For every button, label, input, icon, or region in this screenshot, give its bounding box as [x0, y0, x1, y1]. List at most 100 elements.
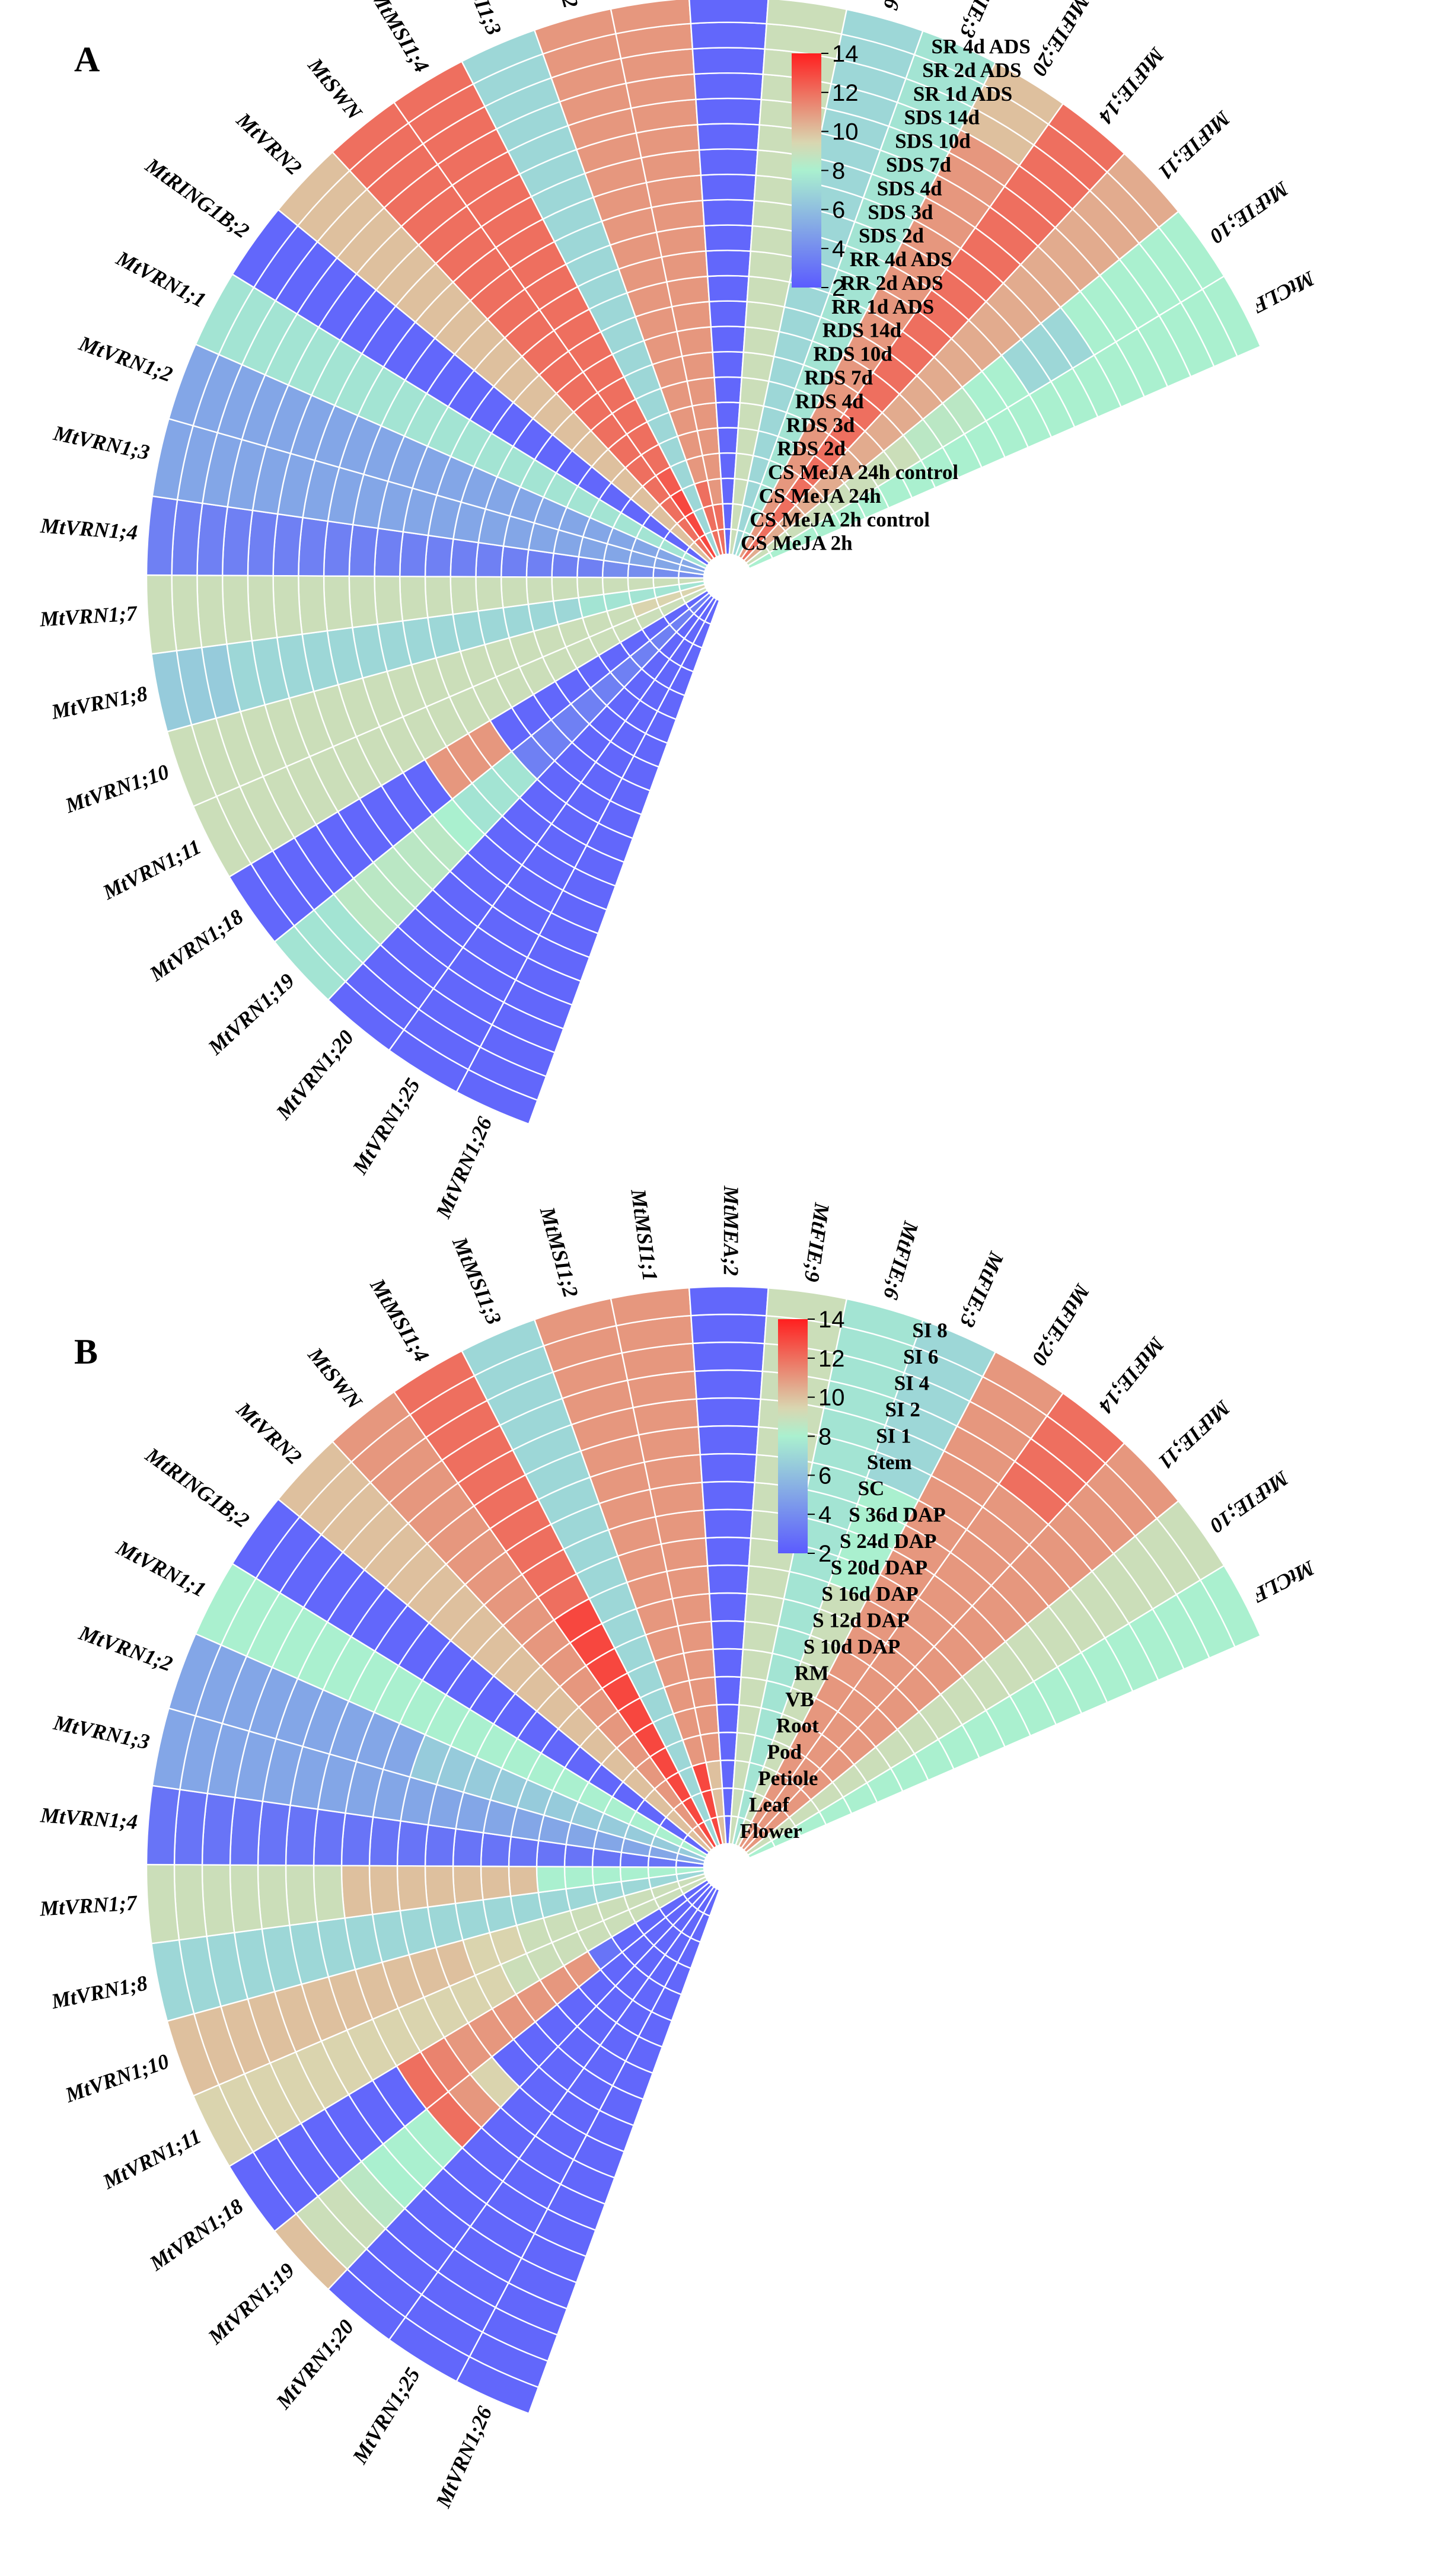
gene-label: MtVRN1;8	[49, 681, 149, 724]
heat-cell	[677, 1620, 714, 1654]
heat-cell	[525, 548, 554, 578]
heat-cell	[701, 1480, 755, 1511]
heat-cell	[709, 1592, 748, 1623]
heat-cell	[221, 574, 253, 645]
heat-cell	[715, 401, 741, 429]
colorbar-tick-label: 6	[832, 197, 845, 223]
heat-cell	[705, 250, 752, 277]
gene-label: MtVRN1;3	[51, 421, 152, 464]
heat-cell	[695, 97, 762, 126]
condition-label: SDS 7d	[886, 154, 951, 177]
heat-cell	[475, 576, 504, 612]
heat-cell	[703, 1508, 754, 1539]
heat-cell	[716, 427, 739, 454]
condition-label: CS MeJA 2h control	[750, 508, 930, 531]
gene-label: MtVRN1;25	[348, 2364, 425, 2469]
heat-cell	[424, 534, 454, 577]
heat-cell	[697, 1425, 760, 1455]
heat-cell	[713, 376, 743, 404]
heat-cell	[718, 1731, 738, 1761]
heat-cell	[681, 351, 715, 382]
gene-label: MtVRN1;2	[75, 331, 176, 387]
gene-label: MtVRN1;1	[112, 1536, 210, 1602]
heat-cell	[551, 576, 579, 602]
heat-cell	[298, 516, 329, 577]
condition-label: VB	[785, 1688, 814, 1711]
heat-cell	[710, 325, 747, 353]
gene-label: MtMSI1;2	[535, 0, 584, 11]
gene-label: MtFIE;6	[879, 1218, 923, 1302]
gene-label: MtFIE;14	[1094, 43, 1170, 128]
gene-label: MtFIE;10	[1206, 1466, 1293, 1538]
heat-cell	[323, 575, 353, 632]
heat-cell	[173, 1864, 208, 1941]
heat-cell	[480, 1865, 512, 1901]
heat-cell	[688, 1285, 769, 1317]
heat-cell	[500, 576, 530, 609]
gene-label: MtVRN1;20	[271, 1026, 358, 1125]
condition-label: RR 2d ADS	[840, 272, 943, 295]
condition-label: Stem	[867, 1451, 912, 1474]
heat-cell	[313, 1865, 346, 1923]
heat-cell	[712, 1648, 744, 1678]
heat-cell	[196, 574, 228, 649]
panel-a-letter: A	[74, 40, 100, 79]
heat-cell	[452, 1865, 484, 1904]
gene-label: MtFIE;14	[1094, 1332, 1170, 1418]
heat-cell	[348, 524, 379, 577]
condition-label: SI 2	[885, 1398, 920, 1421]
condition-label: SDS 14d	[904, 106, 980, 129]
heat-cell	[396, 1820, 429, 1867]
gene-label: MtVRN1;25	[348, 1074, 425, 1179]
heat-cell	[563, 1866, 595, 1890]
gene-label: MtVRN1;2	[75, 1620, 176, 1676]
heat-cell	[340, 1865, 374, 1919]
heat-cell	[201, 1864, 235, 1937]
heat-cell	[508, 1865, 540, 1897]
heat-cell	[712, 350, 745, 379]
heat-cell	[697, 123, 760, 151]
gene-label: MtFIE;10	[1206, 177, 1293, 248]
heat-cell	[699, 1453, 758, 1483]
colorbar-tick-label: 8	[818, 1424, 831, 1450]
heat-cell	[706, 1564, 750, 1595]
condition-label: S 16d DAP	[821, 1582, 918, 1605]
heat-cell	[691, 402, 719, 432]
colorbar-tick-label: 10	[832, 119, 859, 145]
condition-label: Pod	[767, 1741, 802, 1764]
condition-label: RDS 7d	[804, 366, 873, 390]
heat-cell	[272, 574, 303, 639]
gene-label: MtMSI1;1	[626, 1187, 662, 1282]
heat-cell	[704, 1536, 752, 1567]
heat-cell	[744, 1592, 785, 1627]
heat-cell	[696, 1397, 761, 1428]
gene-label: MtVRN2	[232, 107, 307, 180]
gene-label: MtVRN1;3	[51, 1710, 152, 1754]
heat-cell	[145, 1785, 181, 1866]
gene-label: MtVRN1;10	[62, 2049, 172, 2107]
gene-label: MtVRN1;10	[62, 759, 172, 818]
condition-label: SDS 4d	[877, 177, 942, 200]
condition-label: Root	[776, 1714, 819, 1737]
gene-label: MtCLF	[1249, 266, 1319, 318]
heat-cell	[676, 326, 714, 357]
gene-label: MtFIE;3	[955, 1248, 1009, 1331]
heat-cell	[688, 0, 769, 25]
panel-b-heatmap: B MtVRN1;26MtVRN1;25MtVRN1;20MtVRN1;19Mt…	[39, 1185, 1319, 2511]
condition-label: SR 1d ADS	[913, 82, 1012, 106]
heat-cell	[396, 1865, 429, 1912]
gene-label: MtVRN1;19	[203, 969, 299, 1059]
colorbar-tick-label: 4	[832, 236, 845, 262]
colorbar	[778, 1319, 808, 1553]
gene-label: MtSWN	[303, 53, 367, 125]
heat-cell	[257, 1864, 291, 1930]
gene-label: MtVRN1;7	[39, 1891, 139, 1920]
heat-cell	[535, 1866, 567, 1894]
colorbar	[792, 53, 821, 288]
heat-cell	[285, 1804, 319, 1866]
condition-label: S 10d DAP	[804, 1635, 900, 1658]
condition-label: SI 4	[894, 1372, 929, 1395]
heat-cell	[718, 452, 738, 480]
heat-cell	[368, 1865, 401, 1916]
